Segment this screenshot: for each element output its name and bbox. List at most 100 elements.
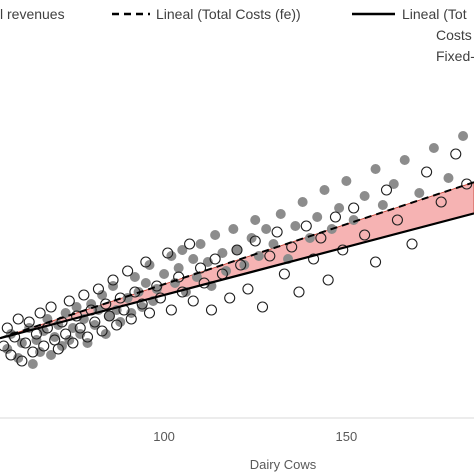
hollow-point-21 [74, 322, 86, 334]
legend: l revenues Lineal (Total Costs (fe)) Lin… [0, 6, 474, 64]
hollow-point-8 [27, 346, 39, 358]
filled-point-45 [188, 254, 199, 264]
hollow-point-17 [60, 328, 72, 340]
filled-point-39 [159, 269, 170, 279]
filled-point-6 [31, 335, 42, 345]
hollow-point-65 [308, 253, 320, 265]
hollow-point-46 [184, 238, 196, 250]
hollow-point-27 [96, 325, 108, 337]
hollow-point-7 [23, 316, 35, 328]
hollow-point-77 [435, 196, 447, 208]
filled-point-76 [399, 155, 410, 165]
hollow-point-72 [370, 256, 382, 268]
legend-dashed-label: Lineal (Total Costs (fe)) [156, 6, 301, 22]
legend-note-fixed: Fixed- [436, 48, 474, 64]
hollow-point-75 [406, 238, 418, 250]
filled-point-53 [228, 224, 239, 234]
solid-trend-line [0, 212, 474, 340]
hollow-point-19 [67, 337, 79, 349]
filled-point-43 [177, 245, 188, 255]
filled-point-80 [458, 131, 469, 141]
filled-point-20 [82, 338, 93, 348]
hollow-point-15 [52, 343, 64, 355]
hollow-point-71 [359, 229, 371, 241]
filled-point-35 [140, 278, 151, 288]
hollow-point-39 [143, 307, 156, 319]
x-tick-label-0: 100 [153, 429, 175, 444]
hollow-point-59 [264, 250, 276, 262]
hollow-point-68 [329, 211, 341, 223]
hollow-point-53 [224, 292, 236, 304]
filled-point-10 [46, 350, 57, 360]
x-axis-title: Dairy Cows [250, 457, 317, 472]
filled-point-54 [232, 245, 242, 255]
x-axis-ticks: 100 150 [153, 429, 357, 444]
hollow-point-31 [111, 319, 123, 331]
hollow-point-29 [103, 310, 115, 322]
hollow-point-50 [205, 304, 218, 316]
hollow-point-43 [165, 304, 177, 316]
filled-point-75 [388, 179, 399, 189]
hollow-point-2 [5, 349, 17, 361]
hollow-point-10 [34, 307, 46, 319]
hollow-point-37 [136, 298, 148, 310]
filled-point-14 [60, 308, 71, 318]
hollow-point-70 [348, 202, 360, 214]
hollow-point-58 [256, 301, 269, 313]
hollow-point-48 [194, 262, 207, 274]
filled-point-77 [414, 188, 425, 198]
hollow-point-67 [322, 274, 334, 286]
filled-point-79 [443, 173, 454, 183]
filled-point-71 [348, 215, 359, 225]
hollow-point-18 [63, 295, 75, 307]
filled-point-50 [210, 230, 221, 240]
hollow-point-25 [89, 316, 101, 328]
hollow-point-22 [78, 289, 90, 301]
hollow-point-76 [421, 166, 433, 178]
hollow-point-5 [16, 355, 28, 367]
hollow-point-64 [300, 220, 312, 232]
filled-point-41 [170, 278, 181, 288]
hollow-point-4 [12, 313, 24, 325]
filled-point-51 [217, 248, 228, 258]
filled-point-5 [27, 359, 38, 369]
filled-point-61 [275, 209, 286, 219]
filled-point-78 [428, 143, 439, 153]
filled-point-67 [319, 185, 330, 195]
hollow-point-60 [271, 226, 283, 238]
hollow-point-26 [92, 283, 104, 295]
hollow-point-54 [231, 244, 243, 256]
filled-point-47 [195, 239, 206, 249]
filled-point-42 [173, 263, 184, 273]
hollow-point-42 [162, 247, 174, 259]
filled-point-74 [377, 200, 388, 210]
filled-point-64 [297, 197, 308, 207]
filled-points-series [2, 131, 469, 369]
hollow-point-74 [391, 214, 403, 226]
hollow-point-78 [450, 148, 462, 160]
hollow-point-62 [286, 241, 298, 253]
hollow-points-series [0, 148, 473, 367]
filled-point-3 [16, 338, 27, 348]
filled-point-32 [129, 272, 140, 282]
hollow-point-1 [1, 322, 13, 334]
hollow-point-47 [187, 295, 199, 307]
filled-point-26 [104, 311, 115, 321]
hollow-point-30 [107, 274, 119, 286]
filled-point-59 [261, 224, 272, 234]
hollow-point-51 [209, 253, 221, 265]
hollow-point-35 [125, 313, 137, 325]
filled-point-24 [97, 290, 108, 300]
filled-point-63 [290, 221, 301, 231]
hollow-point-6 [19, 337, 32, 349]
legend-revenues-label: l revenues [0, 6, 65, 22]
hollow-point-57 [249, 235, 261, 247]
hollow-point-11 [38, 340, 50, 352]
filled-point-22 [89, 320, 100, 330]
hollow-point-3 [9, 331, 21, 343]
hollow-point-13 [45, 301, 57, 313]
filled-point-11 [49, 332, 60, 342]
filled-point-73 [370, 164, 381, 174]
hollow-point-73 [380, 184, 393, 196]
